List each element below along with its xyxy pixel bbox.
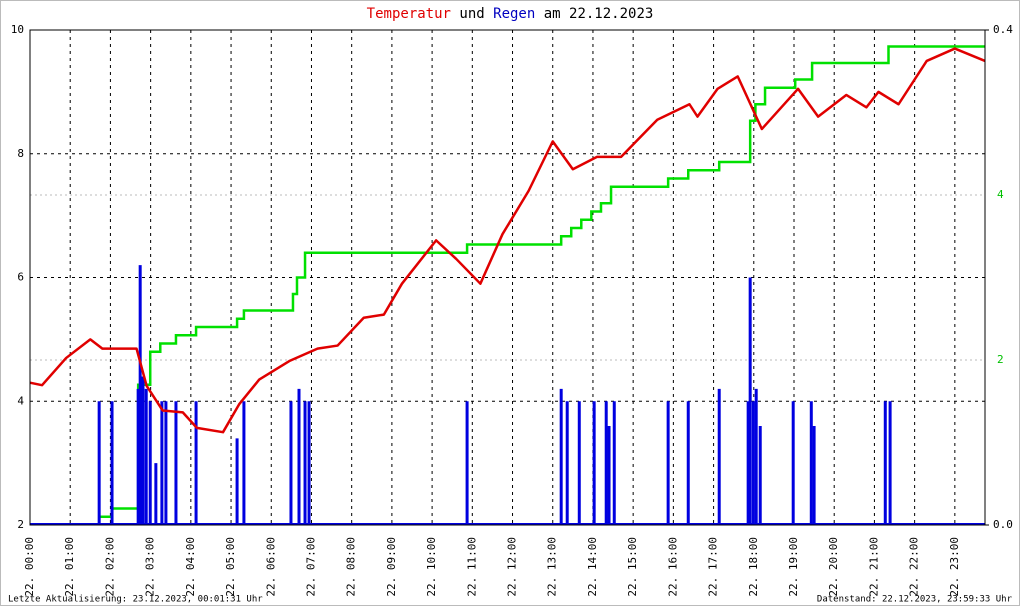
x-tick-label: 22. 03:00	[144, 537, 157, 597]
x-tick-label: 22. 12:00	[506, 537, 519, 597]
x-tick-label: 22. 22:00	[908, 537, 921, 597]
x-tick-label: 22. 17:00	[707, 537, 720, 597]
x-tick-label: 22. 16:00	[666, 537, 679, 597]
x-tick-label: 22. 10:00	[425, 537, 438, 597]
rain-bar	[164, 401, 168, 525]
rain-bar	[758, 426, 762, 525]
rain-bar	[194, 401, 198, 525]
rain-bar	[138, 265, 142, 525]
rain-bar	[154, 463, 158, 525]
y3-tick-label: 4	[997, 188, 1004, 201]
y-tick-label: 4	[17, 394, 24, 407]
y-tick-label: 8	[17, 147, 24, 160]
x-tick-label: 22. 05:00	[224, 537, 237, 597]
rain-bar	[144, 388, 148, 525]
x-tick-label: 22. 19:00	[787, 537, 800, 597]
rain-bar	[717, 388, 721, 525]
x-tick-label: 22. 11:00	[465, 537, 478, 597]
rain-bar	[174, 401, 178, 525]
rain-bar	[148, 401, 152, 525]
rain-bar	[297, 388, 301, 525]
rain-bar	[565, 401, 569, 525]
y-tick-label: 2	[17, 518, 24, 531]
rain-bar	[141, 376, 145, 525]
rain-bar	[666, 401, 670, 525]
rain-bar	[160, 401, 164, 525]
y2-tick-label: 0.4	[993, 23, 1013, 36]
y-tick-label: 10	[11, 23, 24, 36]
x-tick-label: 22. 01:00	[63, 537, 76, 597]
title-part: Regen	[493, 6, 535, 22]
rain-bar	[751, 401, 755, 525]
rain-bar	[612, 401, 616, 525]
x-tick-label: 22. 18:00	[747, 537, 760, 597]
title-part: Temperatur	[367, 6, 451, 22]
rain-bar	[235, 438, 239, 525]
rain-bar	[686, 401, 690, 525]
rain-bar	[604, 401, 608, 525]
rain-bar	[307, 401, 311, 525]
temperature-line	[29, 47, 986, 434]
rain-bar	[289, 401, 293, 525]
x-tick-label: 22. 23:00	[948, 537, 961, 597]
rain-bar	[748, 277, 752, 525]
chart-title: Temperatur und Regen am 22.12.2023	[367, 6, 654, 22]
rain-bar	[97, 401, 101, 525]
rain-bar	[592, 401, 596, 525]
x-tick-label: 22. 04:00	[184, 537, 197, 597]
title-part: am 22.12.2023	[544, 6, 654, 22]
x-tick-label: 22. 15:00	[626, 537, 639, 597]
x-tick-label: 22. 08:00	[345, 537, 358, 597]
x-tick-label: 22. 14:00	[586, 537, 599, 597]
rain-bar	[791, 401, 795, 525]
y2-tick-label: 0.0	[993, 518, 1013, 531]
footer-left: Letzte Aktualisierung: 23.12.2023, 00:01…	[8, 595, 263, 605]
x-tick-label: 22. 20:00	[827, 537, 840, 597]
rain-bar	[754, 388, 758, 525]
title-part: und	[459, 6, 484, 22]
x-tick-label: 22. 09:00	[385, 537, 398, 597]
footer-right: Datenstand: 22.12.2023, 23:59:33 Uhr	[817, 595, 1013, 605]
x-tick-label: 22. 00:00	[23, 537, 36, 597]
x-tick-label: 22. 07:00	[304, 537, 317, 597]
x-tick-label: 22. 02:00	[103, 537, 116, 597]
rain-bar	[136, 388, 140, 525]
rain-bar	[465, 401, 469, 525]
rain-bar	[242, 401, 246, 525]
rain-sum-line	[99, 45, 985, 518]
rain-bar	[110, 401, 114, 525]
x-tick-label: 22. 21:00	[867, 537, 880, 597]
rain-bar	[577, 401, 581, 525]
rain-bar	[883, 401, 887, 525]
y3-tick-label: 2	[997, 353, 1004, 366]
rain-bar	[809, 401, 813, 525]
rain-bar	[812, 426, 816, 525]
y-tick-label: 6	[17, 271, 24, 284]
x-tick-label: 22. 13:00	[546, 537, 559, 597]
plot-border	[29, 29, 986, 526]
rain-bar	[888, 401, 892, 525]
rain-bar	[607, 426, 611, 525]
rain-bar	[746, 401, 750, 525]
x-tick-label: 22. 06:00	[264, 537, 277, 597]
rain-bar	[559, 388, 563, 525]
rain-bar	[303, 401, 307, 525]
